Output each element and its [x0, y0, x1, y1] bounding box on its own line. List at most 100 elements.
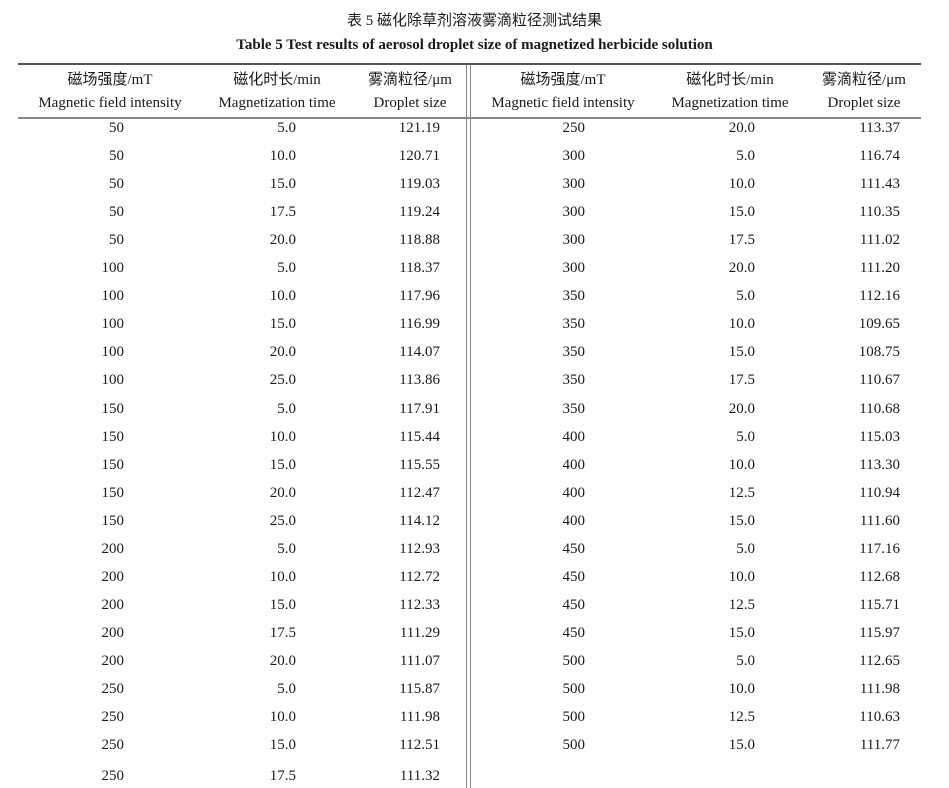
- cell-magnetization-time: 10.0: [728, 316, 755, 333]
- header-magnetic-field-intensity-cn: 磁场强度/mT: [520, 72, 606, 88]
- cell-magnetization-time: 10.0: [269, 288, 296, 305]
- cell-magnetization-time: 17.5: [269, 204, 296, 221]
- divider-line-right: [470, 65, 471, 788]
- cell-magnetization-time: 5.0: [736, 540, 755, 557]
- cell-magnetic-field-intensity: 200: [101, 596, 125, 613]
- cell-magnetic-field-intensity: 50: [109, 176, 124, 193]
- cell-magnetization-time: 10.0: [269, 709, 296, 726]
- cell-magnetic-field-intensity: 250: [101, 709, 125, 726]
- cell-droplet-size: 108.75: [858, 344, 900, 361]
- cell-magnetic-field-intensity: 450: [562, 568, 586, 585]
- cell-magnetic-field-intensity: 350: [562, 372, 586, 389]
- cell-magnetization-time: 5.0: [277, 681, 296, 697]
- cell-magnetic-field-intensity: 500: [562, 737, 586, 754]
- cell-magnetization-time: 10.0: [728, 176, 755, 193]
- cell-magnetization-time: 15.0: [728, 204, 755, 221]
- header-droplet-size-cn: 雾滴粒径/μm: [368, 72, 452, 88]
- cell-magnetization-time: 15.0: [728, 344, 755, 361]
- cell-magnetic-field-intensity: 450: [562, 596, 586, 613]
- cell-droplet-size: 111.32: [399, 768, 440, 785]
- cell-droplet-size: 111.43: [859, 176, 900, 193]
- cell-droplet-size: 111.77: [859, 737, 900, 754]
- cell-droplet-size: 113.37: [859, 120, 900, 136]
- cell-droplet-size: 112.93: [399, 540, 440, 557]
- cell-magnetic-field-intensity: 150: [101, 400, 125, 417]
- cell-magnetic-field-intensity: 400: [562, 428, 586, 445]
- header-magnetic-field-intensity-en: Magnetic field intensity: [491, 95, 635, 111]
- cell-magnetic-field-intensity: 100: [101, 372, 125, 389]
- cell-droplet-size: 115.71: [859, 596, 900, 613]
- cell-magnetization-time: 10.0: [269, 148, 296, 165]
- cell-magnetic-field-intensity: 150: [101, 428, 125, 445]
- cell-magnetization-time: 5.0: [277, 540, 296, 557]
- cell-droplet-size: 111.02: [859, 232, 900, 249]
- cell-droplet-size: 115.87: [399, 681, 440, 697]
- cell-magnetization-time: 15.0: [269, 176, 296, 193]
- cell-droplet-size: 111.98: [859, 681, 900, 697]
- cell-magnetic-field-intensity: 250: [101, 768, 125, 785]
- cell-droplet-size: 117.16: [859, 540, 900, 557]
- cell-droplet-size: 109.65: [858, 316, 900, 333]
- cell-droplet-size: 112.72: [399, 568, 440, 585]
- cell-magnetization-time: 25.0: [269, 512, 296, 529]
- cell-magnetic-field-intensity: 50: [109, 232, 124, 249]
- cell-magnetization-time: 20.0: [269, 344, 296, 361]
- cell-droplet-size: 111.07: [399, 652, 440, 669]
- cell-magnetization-time: 20.0: [728, 400, 755, 417]
- divider-line-left: [466, 65, 467, 788]
- cell-droplet-size: 119.24: [399, 204, 440, 221]
- cell-droplet-size: 110.35: [859, 204, 900, 221]
- cell-magnetization-time: 17.5: [728, 372, 755, 389]
- cell-droplet-size: 120.71: [398, 148, 440, 165]
- cell-magnetic-field-intensity: 250: [562, 120, 586, 136]
- cell-magnetic-field-intensity: 350: [562, 316, 586, 333]
- cell-magnetization-time: 10.0: [728, 681, 755, 697]
- cell-magnetization-time: 12.5: [728, 484, 755, 501]
- table-title-english: Table 5 Test results of aerosol droplet …: [236, 37, 713, 53]
- cell-magnetization-time: 15.0: [269, 456, 296, 473]
- cell-droplet-size: 117.96: [399, 288, 440, 305]
- cell-magnetic-field-intensity: 300: [562, 148, 586, 165]
- cell-droplet-size: 110.94: [859, 484, 900, 501]
- cell-magnetization-time: 17.5: [269, 768, 296, 785]
- cell-magnetic-field-intensity: 300: [562, 260, 586, 277]
- cell-droplet-size: 113.86: [399, 372, 440, 389]
- cell-magnetization-time: 17.5: [728, 232, 755, 249]
- header-magnetization-time-en: Magnetization time: [218, 95, 336, 111]
- cell-magnetization-time: 15.0: [269, 737, 296, 754]
- cell-droplet-size: 112.47: [399, 484, 440, 501]
- cell-magnetic-field-intensity: 150: [101, 456, 125, 473]
- cell-droplet-size: 119.03: [399, 176, 440, 193]
- cell-magnetization-time: 5.0: [736, 288, 755, 305]
- table-title-chinese: 表 5 磁化除草剂溶液雾滴粒径测试结果: [346, 13, 602, 29]
- cell-droplet-size: 110.63: [859, 709, 900, 726]
- cell-magnetization-time: 12.5: [728, 709, 755, 726]
- cell-droplet-size: 115.55: [399, 456, 440, 473]
- cell-magnetic-field-intensity: 450: [562, 624, 586, 641]
- cell-magnetization-time: 5.0: [277, 260, 296, 277]
- cell-magnetic-field-intensity: 100: [101, 260, 125, 277]
- cell-magnetic-field-intensity: 300: [562, 232, 586, 249]
- cell-droplet-size: 117.91: [399, 400, 440, 417]
- cell-magnetization-time: 17.5: [269, 624, 296, 641]
- cell-magnetic-field-intensity: 500: [562, 681, 586, 697]
- cell-magnetization-time: 5.0: [736, 652, 755, 669]
- cell-magnetic-field-intensity: 50: [109, 148, 124, 165]
- cell-magnetization-time: 20.0: [728, 120, 755, 136]
- cell-droplet-size: 116.99: [399, 316, 440, 333]
- cell-droplet-size: 110.68: [859, 400, 900, 417]
- header-droplet-size-en: Droplet size: [373, 95, 447, 111]
- cell-magnetic-field-intensity: 100: [101, 344, 125, 361]
- cell-droplet-size: 114.07: [399, 344, 440, 361]
- cell-magnetic-field-intensity: 100: [101, 316, 125, 333]
- cell-magnetic-field-intensity: 250: [101, 681, 125, 697]
- cell-magnetization-time: 10.0: [269, 568, 296, 585]
- cell-droplet-size: 112.65: [859, 652, 900, 669]
- header-droplet-size-en: Droplet size: [827, 95, 901, 111]
- cell-droplet-size: 110.67: [859, 372, 900, 389]
- cell-magnetization-time: 20.0: [269, 232, 296, 249]
- cell-magnetic-field-intensity: 400: [562, 512, 586, 529]
- cell-droplet-size: 114.12: [399, 512, 440, 529]
- top-rule: [18, 63, 921, 65]
- cell-magnetic-field-intensity: 150: [101, 512, 125, 529]
